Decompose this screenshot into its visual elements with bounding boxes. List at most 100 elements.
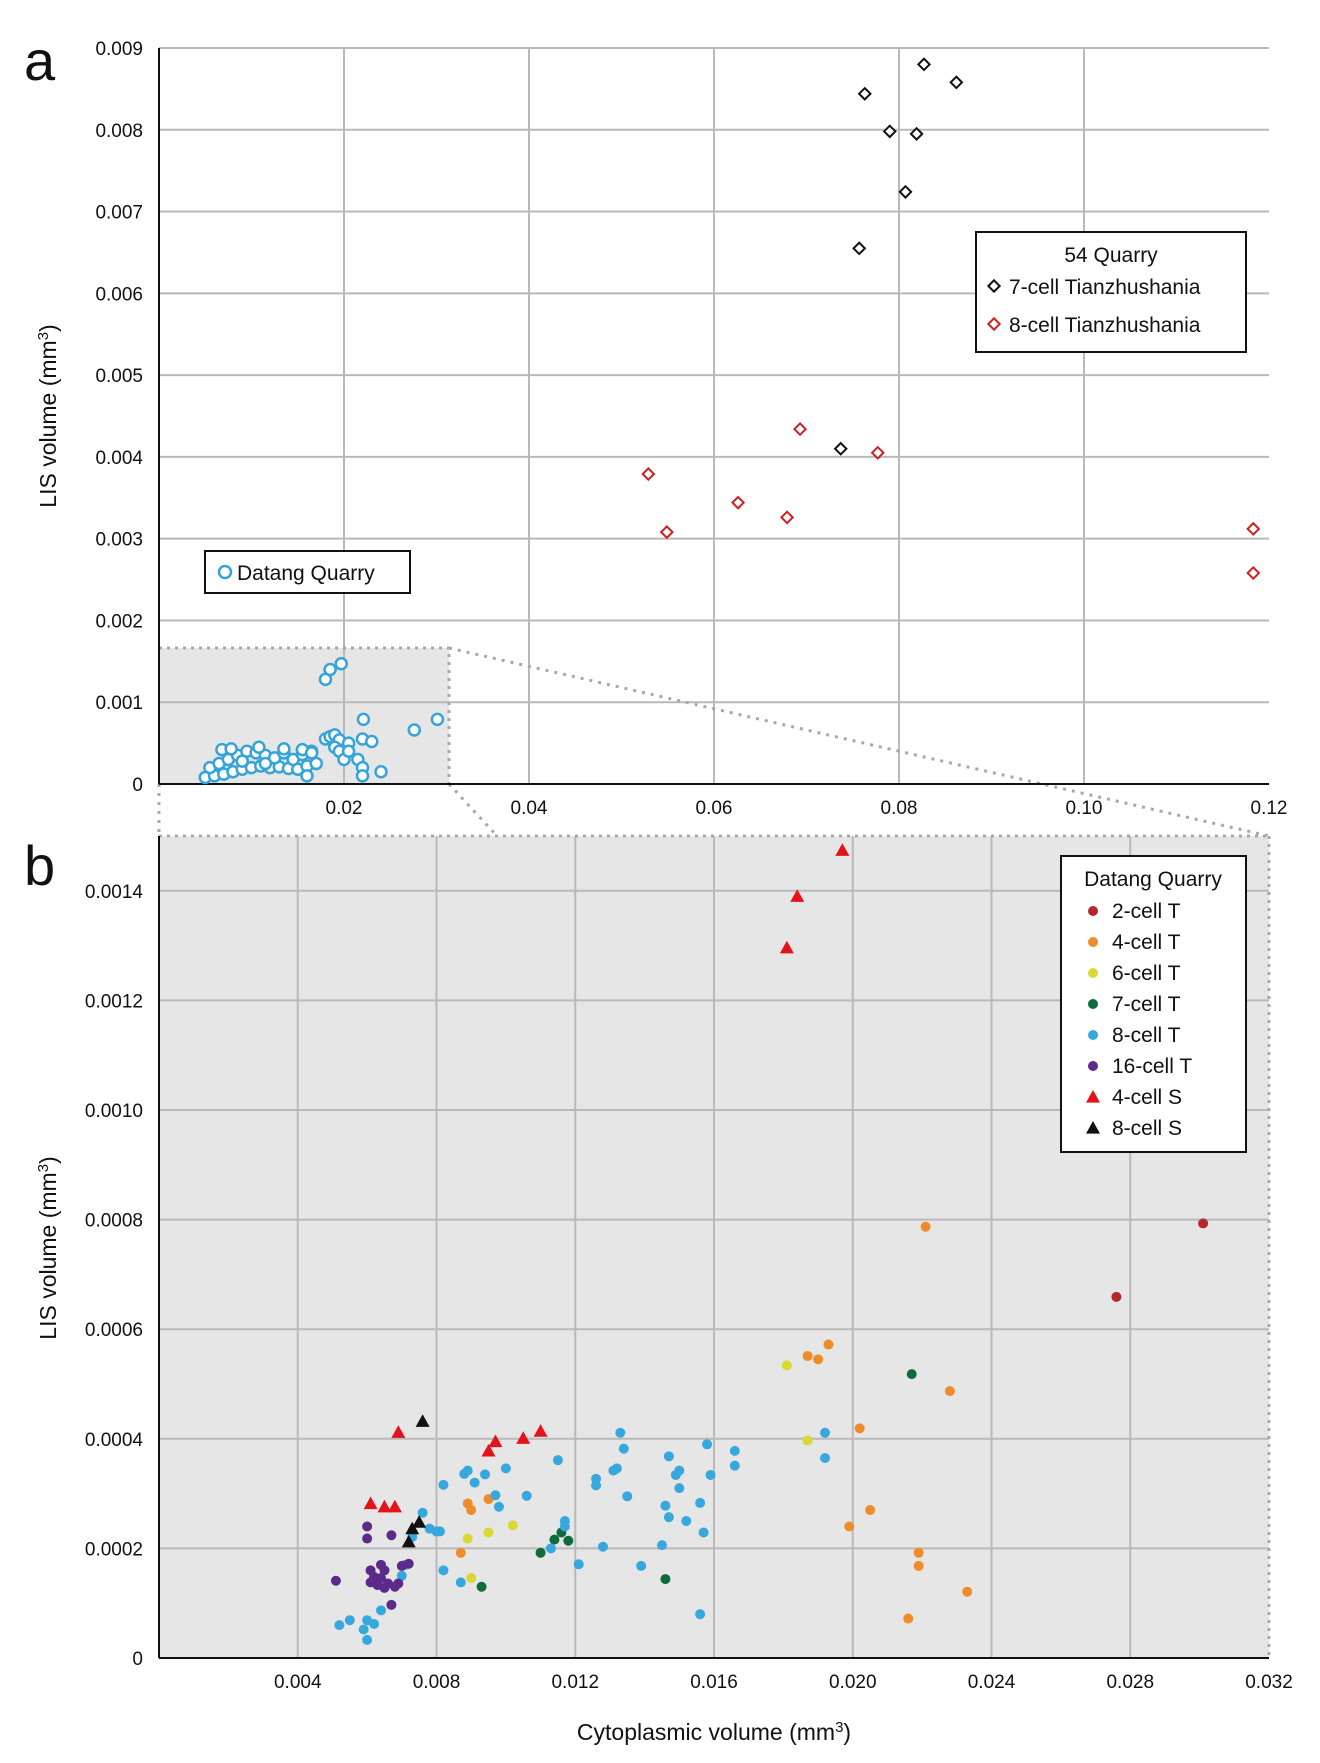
point-8-cell-t <box>695 1609 706 1620</box>
point-4-cell-t <box>913 1560 924 1571</box>
point-8-cell-tianzhushania <box>641 466 656 482</box>
y-tick-label: 0.0004 <box>85 1430 144 1451</box>
point-datang-quarry <box>334 657 348 671</box>
point-8-cell-t <box>618 1443 629 1454</box>
x-tick-label: 0.04 <box>511 798 548 819</box>
x-tick-label: 0.020 <box>829 1672 877 1693</box>
point-8-cell-t <box>358 1624 369 1635</box>
b-data-points <box>330 843 1209 1645</box>
y-tick-label: 0.008 <box>95 121 143 142</box>
zoom-connector-right <box>448 646 1270 838</box>
point-6-cell-t <box>802 1435 813 1446</box>
point-16-cell-t <box>330 1575 341 1586</box>
point-7-cell-t <box>535 1547 546 1558</box>
y-tick-label: 0.004 <box>95 448 143 469</box>
point-4-cell-s <box>516 1431 531 1444</box>
x-tick-label: 0.08 <box>881 798 918 819</box>
point-8-cell-tianzhushania <box>730 495 746 510</box>
point-8-cell-t <box>705 1469 716 1480</box>
point-4-cell-s <box>835 843 850 856</box>
y-tick-label: 0.0006 <box>85 1320 143 1341</box>
y-tick-label: 0.001 <box>95 693 143 714</box>
point-8-cell-t <box>729 1445 740 1456</box>
a-legend-datang: Datang Quarry <box>204 550 411 594</box>
point-8-cell-t <box>455 1577 466 1588</box>
point-datang-quarry <box>304 746 319 760</box>
point-16-cell-t <box>362 1533 373 1544</box>
point-6-cell-t <box>781 1360 792 1371</box>
point-7-cell-t <box>563 1535 574 1546</box>
b-legend-label-4-cell-s: 4-cell S <box>1112 1086 1182 1109</box>
point-8-cell-t <box>663 1451 674 1462</box>
point-8-cell-s <box>401 1534 416 1548</box>
point-datang-quarry <box>365 734 379 749</box>
point-4-cell-t <box>903 1613 914 1624</box>
y-tick-label: 0.005 <box>95 366 143 387</box>
point-16-cell-t <box>376 1572 386 1583</box>
x-tick-label: 0.10 <box>1066 798 1103 819</box>
point-4-cell-s <box>779 940 794 954</box>
point-8-cell-t <box>820 1427 830 1438</box>
point-4-cell-t <box>802 1351 813 1362</box>
point-datang-quarry <box>235 754 249 768</box>
point-8-cell-t <box>698 1527 709 1538</box>
point-8-cell-t <box>695 1497 706 1508</box>
point-8-cell-t <box>480 1469 491 1480</box>
point-4-cell-t <box>865 1505 876 1516</box>
point-8-cell-t <box>424 1523 435 1534</box>
a-legend-marker-7cell <box>986 278 1002 294</box>
point-datang-quarry <box>224 742 238 756</box>
point-datang-quarry <box>355 769 370 783</box>
point-7-cell-tianzhushania <box>949 75 964 90</box>
point-8-cell-t <box>622 1491 633 1502</box>
point-7-cell-t <box>476 1581 487 1592</box>
b-y-tick-labels: 0 0.0002 0.0004 0.0006 0.0008 0.0010 0.0012 0.0… <box>85 882 144 1670</box>
x-tick-label: 0.032 <box>1245 1672 1293 1693</box>
point-8-cell-t <box>656 1540 667 1551</box>
point-4-cell-t <box>854 1423 865 1434</box>
panel-b: b 00.00020.00040.00060.00080.00100.00120… <box>24 834 1293 1745</box>
point-7-cell-t <box>660 1574 671 1585</box>
y-tick-label: 0.003 <box>95 530 143 551</box>
point-8-cell-t <box>559 1521 570 1532</box>
y-tick-label: 0 <box>132 1649 143 1670</box>
point-8-cell-s <box>415 1414 430 1427</box>
a-legend-marker-8cell <box>986 316 1002 332</box>
a-datang-legend-marker <box>217 564 233 580</box>
point-8-cell-t <box>490 1490 501 1501</box>
b-legend-marker-16-cell-t <box>1088 1061 1098 1071</box>
panel-a: a 0 0.001 0.002 0.003 0.004 0.005 0.006 0.007 0.… <box>24 29 1287 838</box>
point-8-cell-t <box>611 1463 622 1474</box>
point-16-cell-t <box>403 1558 414 1569</box>
point-4-cell-t <box>844 1521 855 1532</box>
a-y-axis-label: LIS volume (mm3) <box>35 324 61 507</box>
point-8-cell-t <box>469 1477 480 1488</box>
point-8-cell-s <box>405 1521 420 1535</box>
point-4-cell-s <box>488 1434 503 1448</box>
y-tick-label: 0 <box>132 775 143 796</box>
y-tick-label: 0.0002 <box>85 1539 143 1560</box>
b-legend-items: 2-cell T 4-cell T 6-cell T 7-cell T 8-cell T… <box>1086 900 1192 1140</box>
a-legend-label-7cell: 7-cell Tianzhushania <box>1009 276 1201 299</box>
x-tick-label: 0.024 <box>968 1672 1016 1693</box>
zoom-connector-mid <box>447 782 499 838</box>
point-8-cell-tianzhushania <box>1246 565 1261 581</box>
point-4-cell-t <box>920 1221 931 1232</box>
b-y-axis-label: LIS volume (mm3) <box>35 1156 61 1339</box>
b-legend-marker-4-cell-t <box>1088 937 1098 947</box>
point-4-cell-s <box>391 1425 406 1438</box>
point-7-cell-t <box>549 1534 560 1545</box>
point-8-cell-t <box>729 1460 740 1471</box>
point-8-cell-t <box>376 1605 386 1616</box>
point-4-cell-t <box>466 1505 477 1516</box>
y-tick-label: 0.0008 <box>85 1211 143 1232</box>
point-16-cell-t <box>386 1530 397 1541</box>
point-8-cell-tianzhushania <box>792 422 808 437</box>
point-8-cell-tianzhushania <box>659 525 674 540</box>
point-8-cell-t <box>438 1565 449 1576</box>
point-8-cell-t <box>396 1570 407 1581</box>
a-legend-box <box>975 231 1247 353</box>
panel-a-letter: a <box>24 29 56 92</box>
b-legend: Datang Quarry 2-cell T 4-cell T 6-cell T 7-… <box>1060 855 1247 1153</box>
point-8-cell-t <box>636 1560 647 1571</box>
